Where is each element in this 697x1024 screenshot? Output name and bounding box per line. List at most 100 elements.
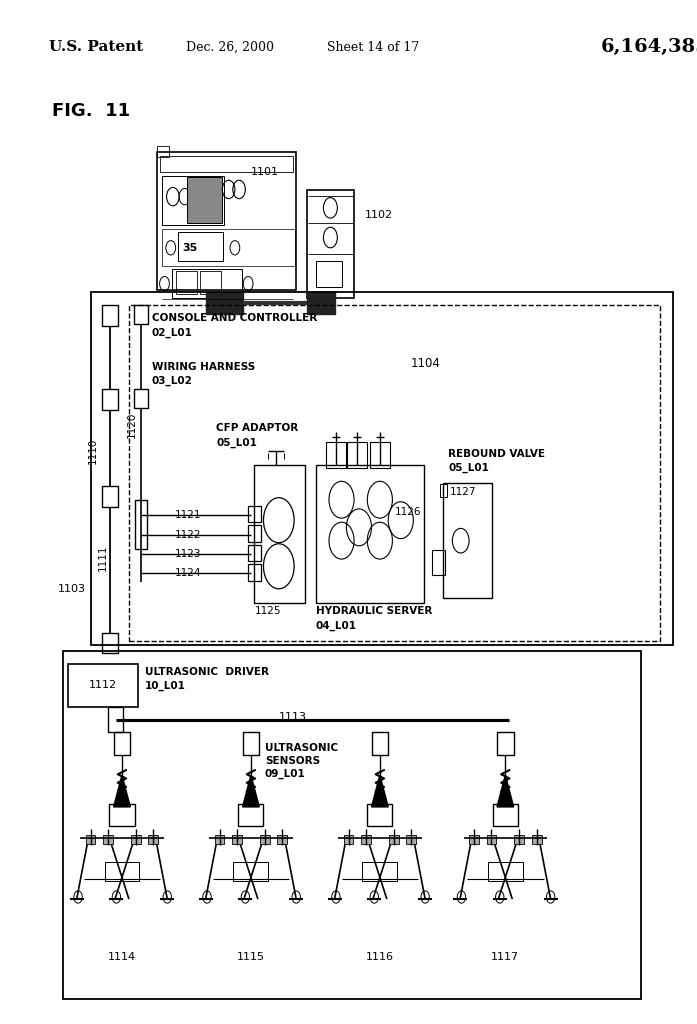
Bar (91, 292, 673, 645)
Bar (233, 862, 268, 881)
Text: 1114: 1114 (108, 952, 136, 963)
Polygon shape (497, 775, 514, 807)
Bar (389, 835, 399, 844)
Bar (105, 862, 139, 881)
Text: 1113: 1113 (279, 712, 307, 722)
Bar (157, 146, 169, 157)
Text: 02_L01: 02_L01 (152, 328, 193, 338)
Text: 1122: 1122 (175, 529, 201, 540)
Text: 09_L01: 09_L01 (265, 769, 305, 779)
Bar (326, 442, 346, 468)
Bar (367, 804, 392, 826)
Bar (432, 550, 445, 575)
Text: 1121: 1121 (175, 510, 201, 520)
Bar (157, 152, 296, 290)
Text: 1127: 1127 (450, 486, 476, 497)
Bar (361, 835, 371, 844)
Bar (187, 177, 222, 223)
Bar (316, 261, 342, 287)
Bar (248, 525, 261, 542)
Bar (134, 389, 148, 408)
Bar (532, 835, 542, 844)
Bar (176, 271, 197, 294)
Bar (172, 269, 242, 298)
Polygon shape (243, 775, 259, 807)
Bar (135, 500, 147, 549)
Bar (488, 862, 523, 881)
Text: SENSORS: SENSORS (265, 756, 320, 766)
Bar (131, 835, 141, 844)
Text: HYDRAULIC SERVER: HYDRAULIC SERVER (316, 606, 432, 616)
Bar (316, 465, 424, 603)
Bar (248, 506, 261, 522)
Text: 35: 35 (182, 243, 197, 253)
Text: 1115: 1115 (237, 952, 265, 963)
Bar (102, 389, 118, 410)
Bar (178, 232, 223, 261)
Text: 05_L01: 05_L01 (216, 437, 257, 447)
Text: 1110: 1110 (88, 437, 98, 464)
Bar (200, 271, 221, 294)
Bar (362, 862, 397, 881)
Bar (277, 835, 287, 844)
Text: 1101: 1101 (251, 167, 279, 177)
Text: 03_L02: 03_L02 (152, 376, 193, 386)
Bar (440, 484, 447, 497)
Text: 6,164,385: 6,164,385 (601, 38, 697, 56)
Bar (232, 835, 242, 844)
Bar (63, 651, 641, 999)
Text: 1125: 1125 (254, 606, 281, 616)
Bar (215, 835, 224, 844)
Bar (243, 732, 259, 755)
Text: 1126: 1126 (395, 507, 422, 517)
Bar (134, 305, 148, 324)
Text: WIRING HARNESS: WIRING HARNESS (152, 361, 255, 372)
Text: 1120: 1120 (128, 412, 137, 438)
Text: 10_L01: 10_L01 (145, 681, 186, 691)
Bar (68, 664, 138, 707)
Polygon shape (372, 775, 388, 807)
Text: 05_L01: 05_L01 (448, 463, 489, 473)
Polygon shape (114, 775, 130, 807)
Bar (469, 835, 479, 844)
Text: 1117: 1117 (491, 952, 519, 963)
Text: Sheet 14 of 17: Sheet 14 of 17 (327, 41, 419, 53)
Bar (162, 176, 224, 225)
Text: CFP ADAPTOR: CFP ADAPTOR (216, 423, 298, 433)
Bar (372, 732, 388, 755)
Bar (514, 835, 524, 844)
Bar (248, 564, 261, 581)
Bar (162, 229, 295, 266)
Text: Dec. 26, 2000: Dec. 26, 2000 (186, 41, 274, 53)
Text: REBOUND VALVE: REBOUND VALVE (448, 449, 545, 459)
Bar (254, 465, 305, 603)
Bar (238, 804, 263, 826)
Bar (102, 633, 118, 653)
Text: ULTRASONIC: ULTRASONIC (265, 742, 338, 753)
Text: 1104: 1104 (411, 357, 440, 370)
Bar (206, 292, 243, 314)
Bar (109, 804, 135, 826)
Bar (102, 486, 118, 507)
Text: ULTRASONIC  DRIVER: ULTRASONIC DRIVER (145, 667, 269, 677)
Text: 1123: 1123 (175, 549, 201, 559)
Bar (148, 835, 158, 844)
Bar (497, 732, 514, 755)
Text: 1102: 1102 (365, 210, 393, 220)
Text: 1112: 1112 (89, 680, 117, 690)
Bar (307, 292, 335, 314)
Bar (86, 835, 95, 844)
Bar (248, 545, 261, 561)
Bar (114, 732, 130, 755)
Bar (108, 707, 123, 732)
Bar (129, 305, 660, 641)
Bar (347, 442, 367, 468)
Text: 1111: 1111 (98, 545, 107, 571)
Bar (370, 442, 390, 468)
Text: CONSOLE AND CONTROLLER: CONSOLE AND CONTROLLER (152, 313, 317, 324)
Bar (102, 305, 118, 326)
Text: 04_L01: 04_L01 (316, 621, 357, 631)
Text: 1103: 1103 (58, 584, 86, 594)
Text: U.S. Patent: U.S. Patent (49, 40, 143, 54)
Bar (487, 835, 496, 844)
